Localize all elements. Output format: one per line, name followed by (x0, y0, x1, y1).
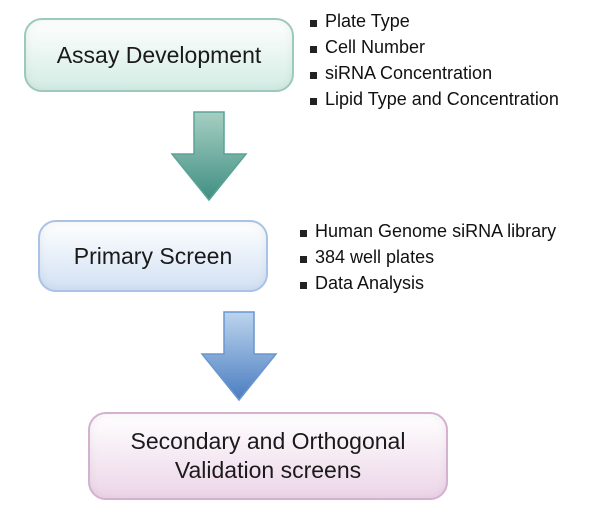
list-item: Plate Type (310, 8, 559, 34)
stage-validation-screens: Secondary and Orthogonal Validation scre… (88, 412, 448, 500)
list-item: Cell Number (310, 34, 559, 60)
stage-label: Primary Screen (74, 243, 232, 270)
list-item: 384 well plates (300, 244, 556, 270)
bullet-text: Cell Number (325, 34, 425, 60)
bullet-icon (310, 98, 317, 105)
bullet-icon (310, 72, 317, 79)
bullet-list-assay: Plate Type Cell Number siRNA Concentrati… (310, 8, 559, 112)
bullet-text: 384 well plates (315, 244, 434, 270)
bullet-icon (300, 256, 307, 263)
stage-assay-development: Assay Development (24, 18, 294, 92)
stage-primary-screen: Primary Screen (38, 220, 268, 292)
bullet-text: siRNA Concentration (325, 60, 492, 86)
bullet-text: Plate Type (325, 8, 410, 34)
bullet-text: Data Analysis (315, 270, 424, 296)
bullet-icon (310, 20, 317, 27)
list-item: Human Genome siRNA library (300, 218, 556, 244)
bullet-icon (300, 230, 307, 237)
bullet-text: Human Genome siRNA library (315, 218, 556, 244)
bullet-list-primary: Human Genome siRNA library 384 well plat… (300, 218, 556, 296)
bullet-icon (300, 282, 307, 289)
list-item: Lipid Type and Concentration (310, 86, 559, 112)
list-item: siRNA Concentration (310, 60, 559, 86)
list-item: Data Analysis (300, 270, 556, 296)
arrow-down-icon (170, 110, 248, 202)
stage-label: Assay Development (57, 42, 262, 69)
bullet-text: Lipid Type and Concentration (325, 86, 559, 112)
stage-label: Secondary and Orthogonal Validation scre… (110, 427, 426, 485)
flowchart-container: Assay Development Plate Type Cell Number… (0, 0, 606, 510)
bullet-icon (310, 46, 317, 53)
arrow-down-icon (200, 310, 278, 402)
